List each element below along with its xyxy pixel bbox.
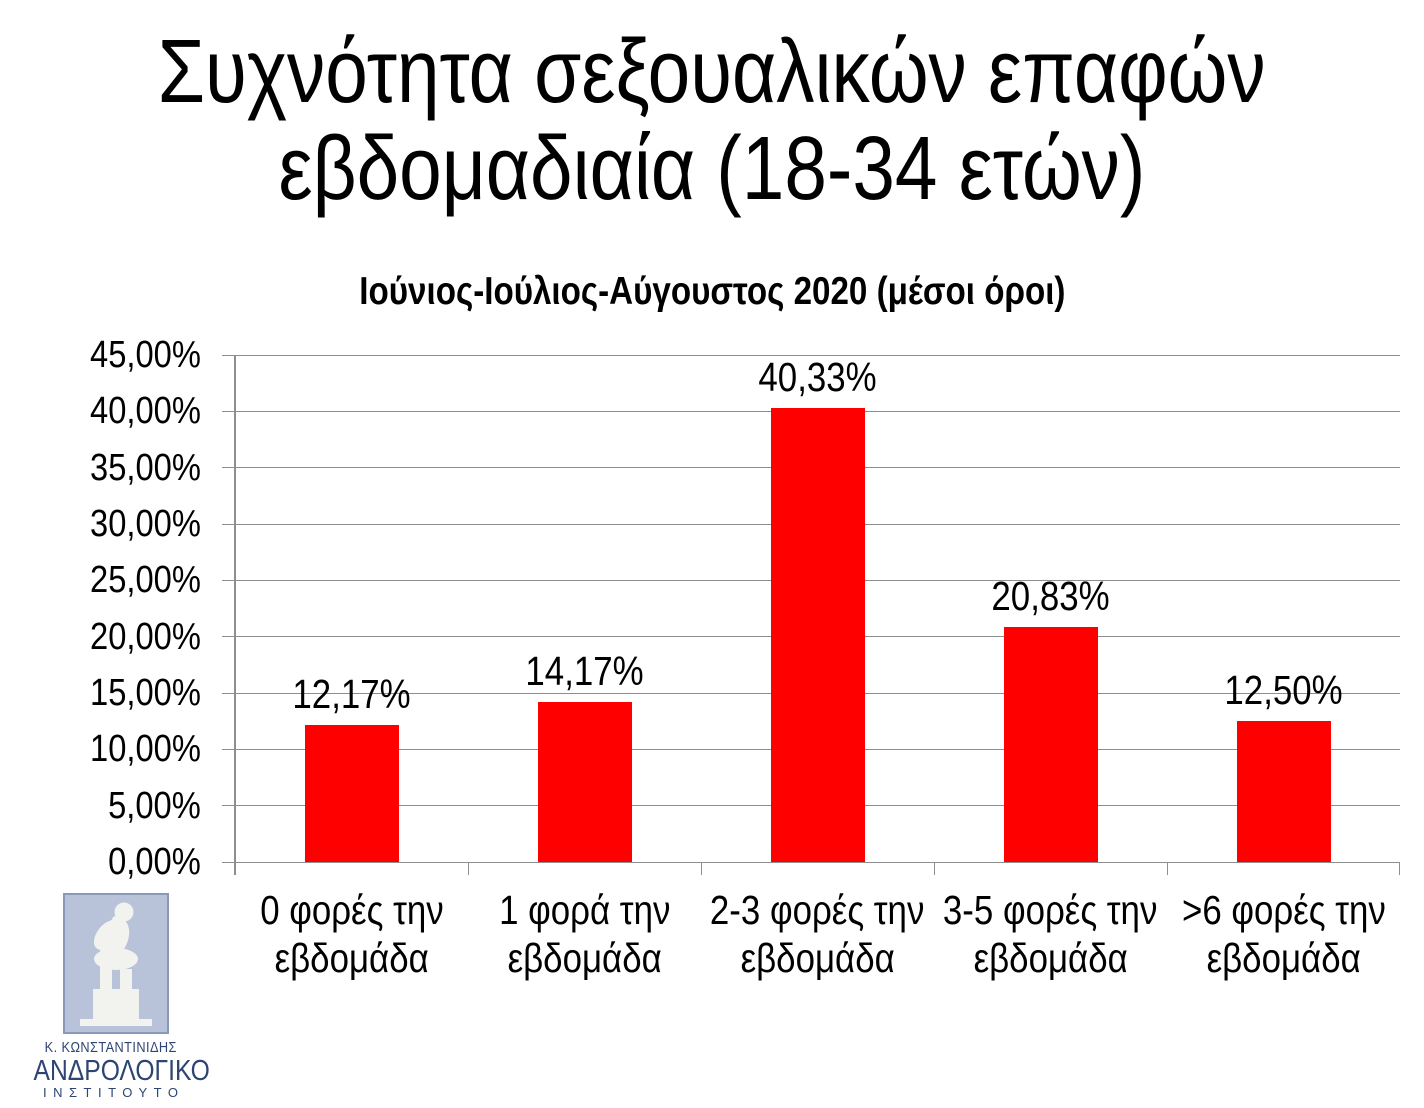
category-label: 0 φορές την εβδομάδα xyxy=(259,887,444,981)
y-axis-tick-label: 45,00% xyxy=(90,334,201,376)
bar-value-label: 12,17% xyxy=(292,670,411,717)
gridline xyxy=(222,354,1400,356)
y-axis-tick-label: 10,00% xyxy=(90,728,201,771)
y-axis-tick-label: 35,00% xyxy=(90,446,201,489)
category-label: 1 φορά την εβδομάδα xyxy=(498,887,671,981)
bar-value-label: 40,33% xyxy=(758,353,877,400)
bar xyxy=(770,407,865,862)
page-title: Συχνότητα σεξουαλικών επαφών εβδομαδιαία… xyxy=(0,24,1424,218)
y-axis-tick-label: 5,00% xyxy=(108,784,201,827)
x-axis-tick xyxy=(468,862,469,875)
bar xyxy=(1236,721,1331,862)
bar-value-label: 14,17% xyxy=(525,648,644,695)
bar-value-label: 20,83% xyxy=(991,573,1110,620)
category-label: 2-3 φορές την εβδομάδα xyxy=(710,887,925,981)
category-label: >6 φορές την εβδομάδα xyxy=(1181,887,1386,981)
x-axis-tick xyxy=(235,862,236,875)
gridline xyxy=(222,861,1400,863)
bar xyxy=(1003,627,1098,862)
x-axis-tick xyxy=(1167,862,1168,875)
y-axis-tick-label: 40,00% xyxy=(90,390,201,433)
y-axis-labels: 0,00% 5,00% 10,00% 15,00% 20,00% 25,00% 30,00%… xyxy=(0,334,201,883)
thinker-statue-icon xyxy=(80,902,152,1026)
logo-panel xyxy=(63,893,169,1034)
category-label: 3-5 φορές την εβδομάδα xyxy=(943,887,1158,981)
x-axis-tick xyxy=(701,862,702,875)
y-axis-tick-label: 20,00% xyxy=(90,615,201,658)
bar xyxy=(537,702,632,862)
y-axis-tick-label: 30,00% xyxy=(90,503,201,545)
x-axis-tick xyxy=(1399,862,1400,875)
logo-text: Κ. ΚΩΝΣΤΑΝΤΙΝΙΔΗΣ ΑΝΔΡΟΛΟΓΙΚΟ ΙΝΣΤΙΤΟΥΤΟ xyxy=(18,1039,210,1101)
bar xyxy=(304,724,399,862)
y-axis-tick-label: 0,00% xyxy=(108,841,201,883)
logo-name-line: Κ. ΚΩΝΣΤΑΝΤΙΝΙΔΗΣ xyxy=(44,1039,177,1056)
chart-subtitle: Ιούνιος-Ιούλιος-Αύγουστος 2020 (μέσοι όρ… xyxy=(358,270,1066,313)
logo-subtitle-line: ΙΝΣΤΙΤΟΥΤΟ xyxy=(43,1085,185,1100)
x-axis-tick xyxy=(934,862,935,875)
y-axis-tick-label: 25,00% xyxy=(90,559,201,602)
y-axis-line xyxy=(234,355,236,875)
bar-value-label: 12,50% xyxy=(1224,667,1343,714)
logo-title-line: ΑΝΔΡΟΛΟΓΙΚΟ xyxy=(33,1055,210,1087)
page-title-line1: Συχνότητα σεξουαλικών επαφών xyxy=(158,22,1266,122)
chart-plot-area: 12,17% 14,17% 40,33% 20,83% 12,50% xyxy=(222,353,1400,875)
page-title-line2: εβδομαδιαία (18-34 ετών) xyxy=(278,119,1146,219)
y-axis-tick-label: 15,00% xyxy=(90,672,201,714)
